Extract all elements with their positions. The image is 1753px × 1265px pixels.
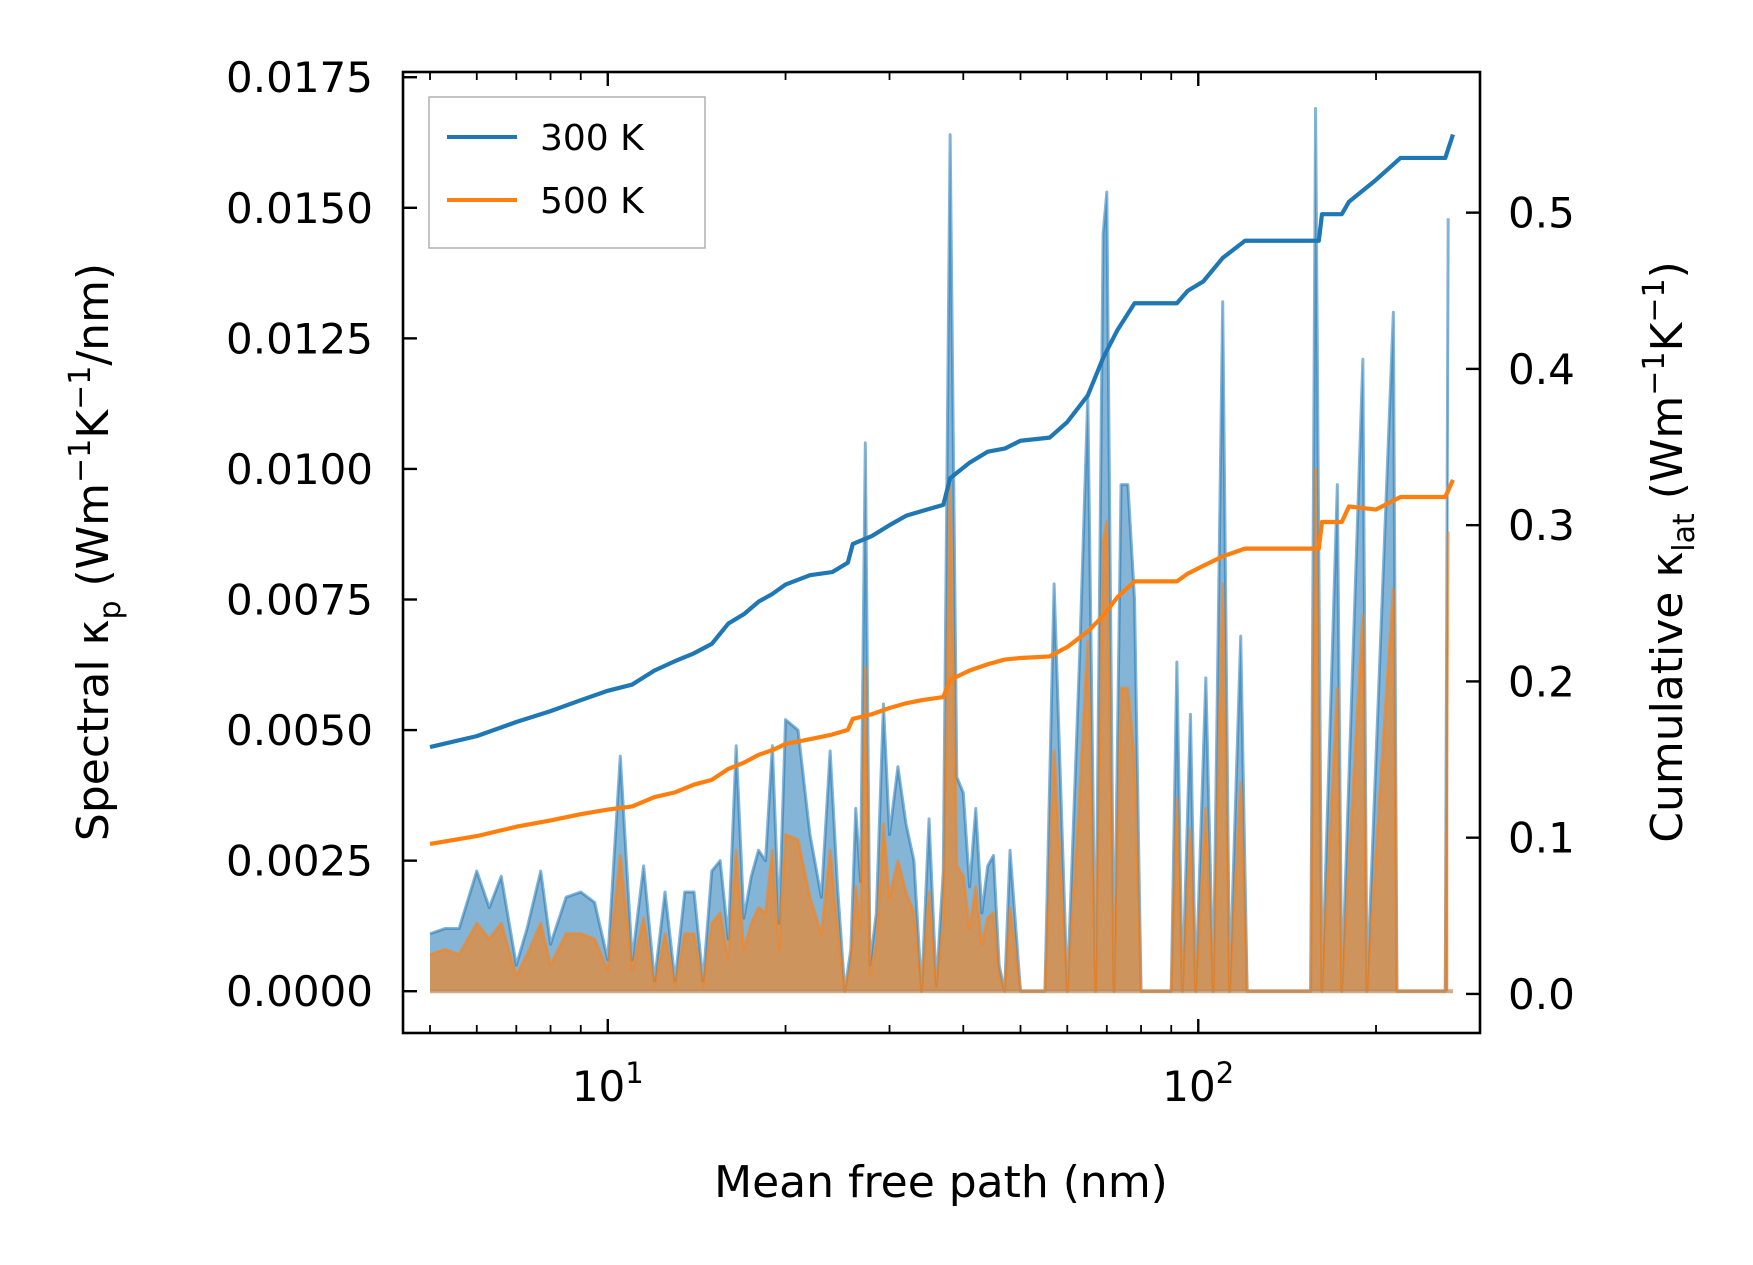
cumulative-layer: [429, 133, 1455, 847]
y-right-tick-label: 0.3: [1508, 501, 1575, 550]
legend-frame: [428, 96, 706, 249]
y-axis-right-title: Cumulative κlat (Wm−1K−1): [1637, 261, 1702, 843]
x-axis-title: Mean free path (nm): [714, 1157, 1168, 1208]
y-right-tick-label: 0.2: [1508, 657, 1575, 706]
cumulative-line-500k: [429, 478, 1455, 847]
y-left-tick-label: 0.0100: [226, 445, 373, 494]
x-tick-label: 102: [1162, 1056, 1234, 1111]
plot-frame: [401, 70, 1482, 1035]
y-right-tick-label: 0.5: [1508, 189, 1575, 238]
legend-label-500k: 500 K: [540, 181, 645, 222]
x-tick-label: 101: [572, 1056, 644, 1111]
y-right-tick-label: 0.1: [1508, 814, 1575, 863]
y-right-tick-label: 0.0: [1508, 970, 1575, 1019]
ticks-layer: 0.00000.00250.00500.00750.01000.01250.01…: [226, 53, 1575, 1111]
spectral-line-500k: [429, 467, 1450, 993]
y-left-tick-label: 0.0025: [226, 837, 373, 886]
y-right-tick-label: 0.4: [1508, 345, 1575, 394]
spectral-area-500k: [430, 468, 1449, 992]
y-left-tick-label: 0.0175: [226, 53, 373, 102]
y-left-tick-label: 0.0000: [226, 967, 373, 1016]
legend: 300 K 500 K: [428, 96, 706, 249]
cumulative-line-300k: [429, 133, 1455, 750]
y-left-tick-label: 0.0125: [226, 314, 373, 363]
y-left-tick-label: 0.0075: [226, 576, 373, 625]
y-left-tick-label: 0.0150: [226, 184, 373, 233]
legend-label-300k: 300 K: [540, 118, 645, 159]
y-axis-left-title: Spectral κp (Wm−1K−1/nm): [63, 263, 128, 841]
y-left-tick-label: 0.0050: [226, 706, 373, 755]
spectral-layer: [429, 107, 1453, 994]
